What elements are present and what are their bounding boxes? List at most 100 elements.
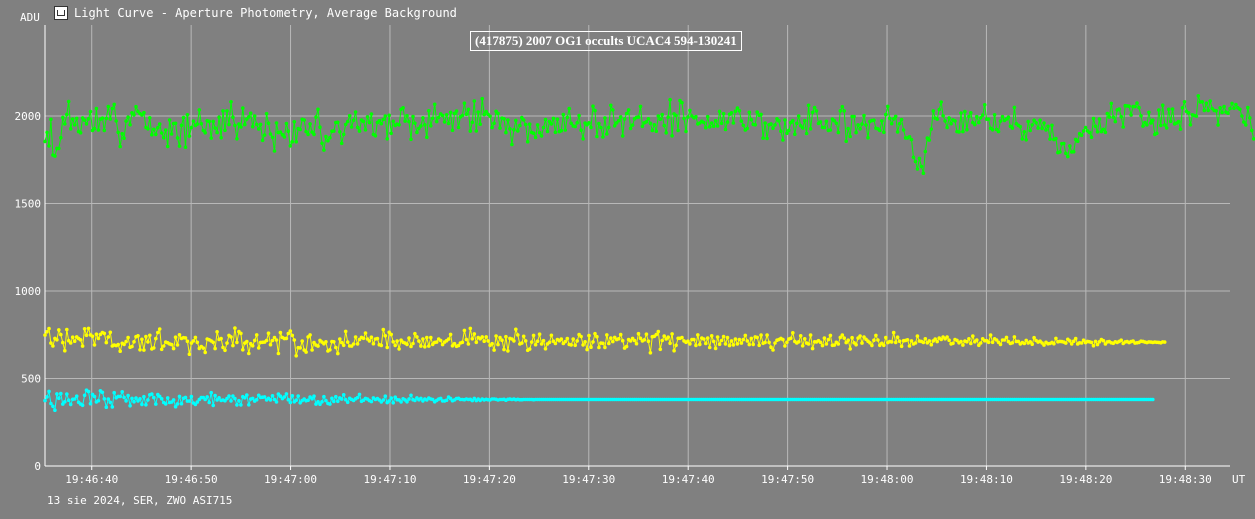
data-point [1170, 107, 1175, 111]
data-point [800, 344, 805, 348]
data-point [146, 127, 150, 131]
data-point [504, 130, 508, 135]
data-point [506, 349, 510, 353]
data-point [506, 118, 510, 122]
data-point [1081, 129, 1086, 133]
data-point [324, 398, 328, 403]
data-point [189, 394, 194, 399]
data-point [209, 136, 213, 140]
data-point [298, 127, 303, 132]
light-curve-app-icon[interactable] [54, 6, 68, 20]
data-point [1232, 106, 1236, 111]
data-point [868, 341, 872, 345]
data-point [1139, 114, 1143, 118]
data-point [634, 341, 639, 346]
data-point [1194, 114, 1199, 118]
data-point [573, 124, 577, 129]
data-point [844, 139, 848, 143]
data-point [223, 348, 227, 353]
data-point [927, 339, 932, 343]
data-point [492, 348, 496, 352]
data-point [923, 337, 928, 341]
data-point [405, 342, 409, 347]
data-point [593, 331, 597, 336]
data-point [247, 351, 251, 356]
data-point [391, 119, 396, 124]
data-point [1073, 336, 1078, 341]
data-point [1012, 335, 1017, 339]
data-point [381, 398, 386, 402]
data-point [636, 115, 641, 119]
data-point [1091, 344, 1096, 348]
data-point [53, 408, 57, 413]
data-point [1036, 126, 1040, 130]
data-point [197, 108, 202, 112]
data-point [219, 336, 223, 341]
data-point [1119, 114, 1123, 119]
data-point [462, 328, 467, 333]
data-point [415, 130, 419, 135]
data-point [1006, 115, 1011, 119]
data-point [1054, 136, 1058, 141]
data-point [341, 132, 346, 137]
data-point [520, 341, 524, 345]
data-point [308, 333, 312, 337]
data-point [998, 119, 1003, 123]
data-point [444, 113, 449, 117]
data-point [195, 400, 200, 404]
data-point [547, 119, 552, 124]
data-point [213, 346, 217, 351]
data-point [480, 335, 485, 339]
data-point [1044, 128, 1048, 132]
data-point [848, 134, 852, 139]
data-point [559, 337, 564, 341]
data-point [468, 129, 473, 133]
data-point [136, 334, 140, 338]
data-point [783, 118, 787, 122]
data-point [763, 121, 767, 125]
data-point [361, 119, 366, 124]
data-point [383, 394, 388, 399]
data-point [1238, 107, 1242, 112]
data-point [49, 117, 53, 122]
data-point [702, 337, 706, 341]
data-point [680, 100, 684, 105]
data-point [419, 124, 423, 128]
data-point [897, 339, 902, 344]
data-point [407, 397, 411, 401]
data-point [1220, 110, 1224, 115]
data-point [986, 117, 991, 121]
data-point [51, 404, 55, 409]
data-point [217, 115, 221, 119]
data-point [909, 137, 914, 142]
data-point [225, 109, 229, 113]
series-0 [43, 94, 1255, 175]
data-point [1145, 123, 1149, 127]
data-point [1127, 104, 1131, 108]
data-point [1117, 107, 1121, 111]
data-point [300, 339, 305, 343]
data-point [937, 107, 941, 112]
data-point [982, 103, 987, 107]
data-point [102, 331, 107, 336]
data-point [150, 392, 154, 396]
data-point [975, 114, 979, 119]
data-point [795, 121, 799, 126]
data-point [92, 126, 97, 131]
data-point [893, 340, 898, 345]
data-point [100, 390, 105, 395]
data-point [175, 343, 180, 347]
data-point [844, 340, 848, 345]
data-point [654, 129, 659, 133]
data-point [1075, 139, 1080, 143]
data-point [460, 340, 465, 345]
series-2 [43, 388, 1155, 413]
data-point [523, 122, 528, 127]
data-point [601, 341, 605, 346]
data-point [609, 336, 613, 340]
data-point [1032, 335, 1036, 340]
data-point [468, 326, 473, 331]
data-point [446, 337, 451, 341]
data-point [203, 131, 207, 135]
data-point [243, 396, 247, 400]
